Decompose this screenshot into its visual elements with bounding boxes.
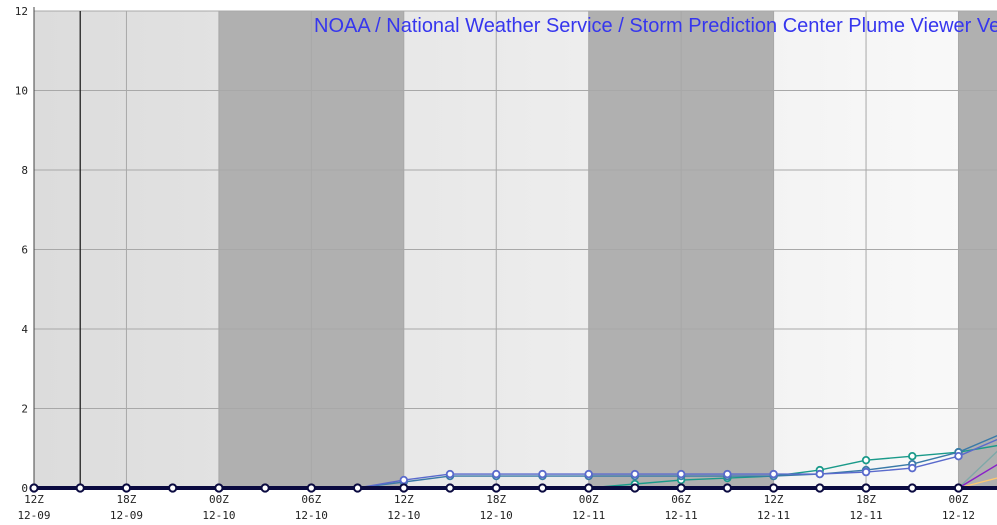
y-tick-label: 2 [21,403,28,416]
data-point [306,483,316,493]
series-27 [29,483,997,493]
data-point [399,475,408,485]
y-tick-label: 8 [21,164,28,177]
x-tick-label: 12Z [764,493,784,506]
chart-title: NOAA / National Weather Service / Storm … [314,15,997,37]
series-line [34,486,997,490]
data-point [168,483,178,493]
x-tick-date-label: 12-12 [942,509,975,522]
data-point [908,452,917,461]
data-point [954,452,963,461]
data-point [630,469,640,479]
data-point [861,455,871,465]
data-point [75,483,85,493]
data-point [214,483,224,493]
data-point [861,483,871,493]
data-point [260,483,270,493]
x-tick-date-label: 12-10 [387,509,420,522]
x-tick-label: 18Z [856,493,876,506]
x-tick-label: 00Z [949,493,969,506]
data-point [584,483,594,493]
y-tick-label: 6 [21,244,28,257]
data-point [537,483,548,493]
data-point [29,483,39,493]
x-tick-date-label: 12-11 [849,509,882,522]
data-point [769,469,778,479]
data-point [953,483,964,493]
x-tick-date-label: 12-11 [757,509,790,522]
y-tick-label: 4 [21,323,28,336]
data-point [445,469,455,479]
data-point [722,483,732,493]
data-point [908,463,917,473]
x-tick-label: 00Z [579,493,599,506]
x-tick-label: 00Z [209,493,229,506]
x-tick-date-label: 12-10 [480,509,513,522]
x-tick-label: 06Z [301,493,321,506]
data-point [630,483,640,493]
data-point [492,469,501,479]
x-tick-date-label: 12-11 [572,509,605,522]
data-point [491,483,501,493]
data-point [352,483,363,493]
data-point [584,469,593,479]
y-tick-label: 0 [21,482,28,495]
data-point [676,483,686,493]
data-point [723,469,732,479]
data-point [676,469,686,479]
y-tick-label: 10 [15,85,28,98]
data-point [861,467,871,477]
data-point [815,469,825,479]
x-tick-date-label: 12-11 [665,509,698,522]
data-point [538,469,547,479]
series-layer [29,434,997,493]
x-tick-label: 12Z [24,493,44,506]
x-tick-label: 06Z [671,493,691,506]
x-tick-date-label: 12-09 [17,509,50,522]
x-tick-label: 18Z [486,493,506,506]
y-tick-label: 12 [15,5,28,18]
data-point [815,483,825,493]
data-point [768,483,779,493]
x-tick-label: 12Z [394,493,414,506]
x-tick-label: 18Z [117,493,137,506]
data-point [399,483,409,493]
x-tick-date-label: 12-10 [295,509,328,522]
data-point [445,483,455,493]
x-tick-date-label: 12-10 [202,509,235,522]
x-tick-date-label: 12-09 [110,509,143,522]
data-point [907,483,917,493]
data-point [121,483,132,493]
